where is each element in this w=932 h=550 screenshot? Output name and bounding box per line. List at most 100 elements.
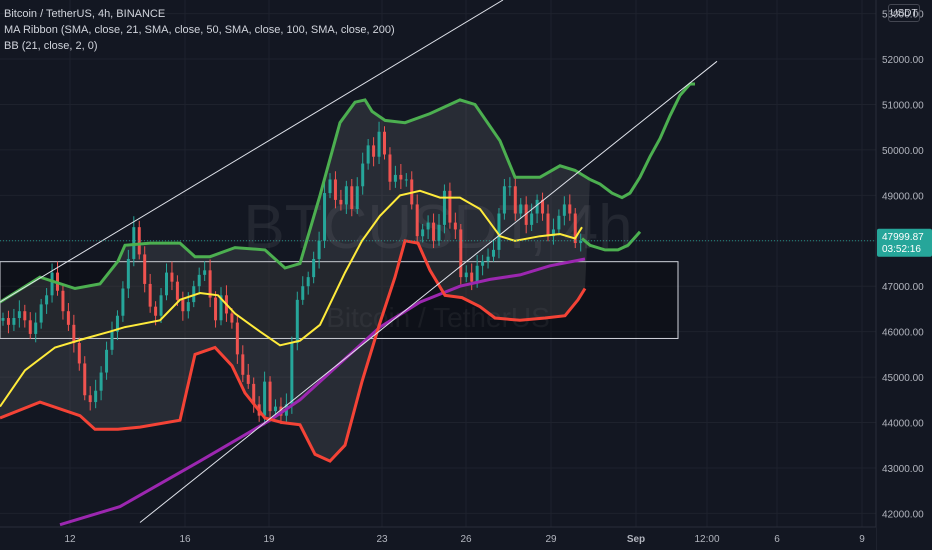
candle-body bbox=[45, 295, 49, 305]
time-tick-label: 23 bbox=[376, 534, 388, 545]
bb-projection-lower bbox=[581, 230, 642, 252]
candle-body bbox=[519, 204, 523, 214]
candle-body bbox=[323, 193, 327, 241]
candle-body bbox=[383, 131, 386, 155]
time-tick-label: 16 bbox=[179, 534, 191, 545]
candle-body bbox=[154, 306, 158, 316]
candle-body bbox=[165, 272, 168, 296]
chart-legend: Bitcoin / TetherUS, 4h, BINANCE MA Ribbo… bbox=[4, 6, 395, 54]
candle-body bbox=[421, 229, 425, 237]
candle-body bbox=[513, 186, 517, 214]
candle-body bbox=[524, 204, 528, 225]
candle-body bbox=[508, 186, 512, 188]
candle-body bbox=[350, 186, 354, 209]
candle-body bbox=[197, 274, 201, 287]
candle-body bbox=[475, 265, 479, 282]
time-axis-background bbox=[0, 527, 876, 550]
candle-body bbox=[426, 222, 430, 230]
candle-body bbox=[115, 315, 119, 332]
candle-body bbox=[186, 302, 190, 312]
candle-body bbox=[88, 395, 92, 403]
candle-body bbox=[28, 320, 32, 334]
candle-body bbox=[432, 222, 436, 241]
candle-body bbox=[290, 343, 294, 405]
candle-body bbox=[551, 229, 555, 237]
candle-body bbox=[268, 381, 272, 412]
bb-upper-line bbox=[0, 98, 591, 304]
candle-body bbox=[208, 270, 212, 298]
candle-body bbox=[230, 313, 234, 323]
candle-body bbox=[50, 272, 54, 296]
candle-body bbox=[317, 240, 321, 259]
candle-body bbox=[274, 406, 277, 412]
candle-body bbox=[241, 354, 245, 375]
candle-body bbox=[355, 186, 359, 209]
time-tick-label: 26 bbox=[460, 534, 472, 545]
candle-body bbox=[453, 222, 457, 230]
time-tick-label: Sep bbox=[627, 534, 645, 545]
candle-body bbox=[372, 145, 376, 157]
candle-body bbox=[235, 322, 239, 355]
candle-body bbox=[203, 270, 207, 275]
candle-body bbox=[175, 281, 179, 300]
price-tick-label: 46000.00 bbox=[882, 328, 924, 339]
candle-body bbox=[470, 272, 474, 282]
price-tick-label: 53000.00 bbox=[882, 10, 924, 21]
candle-body bbox=[497, 213, 501, 250]
candle-body bbox=[415, 204, 419, 237]
candle-body bbox=[481, 261, 485, 266]
candle-body bbox=[12, 318, 16, 325]
candle-body bbox=[72, 324, 76, 344]
price-tick-label: 45000.00 bbox=[882, 373, 924, 384]
candle-body bbox=[17, 311, 21, 319]
bb-background bbox=[0, 99, 590, 462]
price-tick-label: 49000.00 bbox=[882, 191, 924, 202]
time-tick-label: 12:00 bbox=[694, 534, 719, 545]
candle-body bbox=[486, 256, 490, 262]
candle-body bbox=[181, 299, 185, 312]
candle-body bbox=[61, 290, 65, 312]
price-axis-background bbox=[876, 0, 932, 550]
rectangle-drawing bbox=[0, 261, 679, 339]
time-tick-label: 12 bbox=[64, 534, 76, 545]
candle-body bbox=[464, 272, 468, 278]
legend-bb[interactable]: BB (21, close, 2, 0) bbox=[4, 40, 98, 52]
candle-body bbox=[459, 229, 463, 278]
candle-body bbox=[339, 199, 343, 205]
candle-body bbox=[214, 297, 218, 321]
candle-body bbox=[404, 179, 408, 181]
candle-body bbox=[393, 174, 397, 182]
candle-body bbox=[99, 372, 103, 391]
currency-button[interactable]: USDT bbox=[888, 4, 920, 22]
candle-body bbox=[579, 240, 583, 244]
candle-body bbox=[573, 213, 577, 244]
candle-body bbox=[295, 299, 299, 344]
candle-body bbox=[6, 318, 10, 325]
candle-body bbox=[121, 288, 125, 316]
price-tick-label: 51000.00 bbox=[882, 100, 924, 111]
trendline-upper bbox=[0, 0, 504, 303]
candle-body bbox=[366, 145, 370, 164]
candle-body bbox=[126, 258, 130, 289]
candle-body bbox=[502, 186, 506, 214]
candle-body bbox=[83, 363, 87, 396]
candle-body bbox=[546, 213, 550, 237]
candle-body bbox=[105, 349, 109, 373]
legend-ma-ribbon[interactable]: MA Ribbon (SMA, close, 21, SMA, close, 5… bbox=[4, 24, 395, 36]
candle-body bbox=[137, 227, 141, 255]
candle-body bbox=[1, 318, 5, 321]
price-tick-label: 42000.00 bbox=[882, 509, 924, 520]
candle-body bbox=[541, 199, 545, 214]
price-tag bbox=[877, 228, 932, 257]
candle-body bbox=[34, 322, 38, 334]
candle-body bbox=[246, 374, 250, 384]
time-tick-label: 6 bbox=[774, 534, 780, 545]
grid-lines bbox=[0, 0, 876, 527]
candle-body bbox=[344, 186, 348, 205]
candle-body bbox=[562, 204, 566, 216]
candle-body bbox=[301, 286, 305, 300]
candle-body bbox=[442, 190, 446, 225]
candle-body bbox=[39, 304, 43, 323]
